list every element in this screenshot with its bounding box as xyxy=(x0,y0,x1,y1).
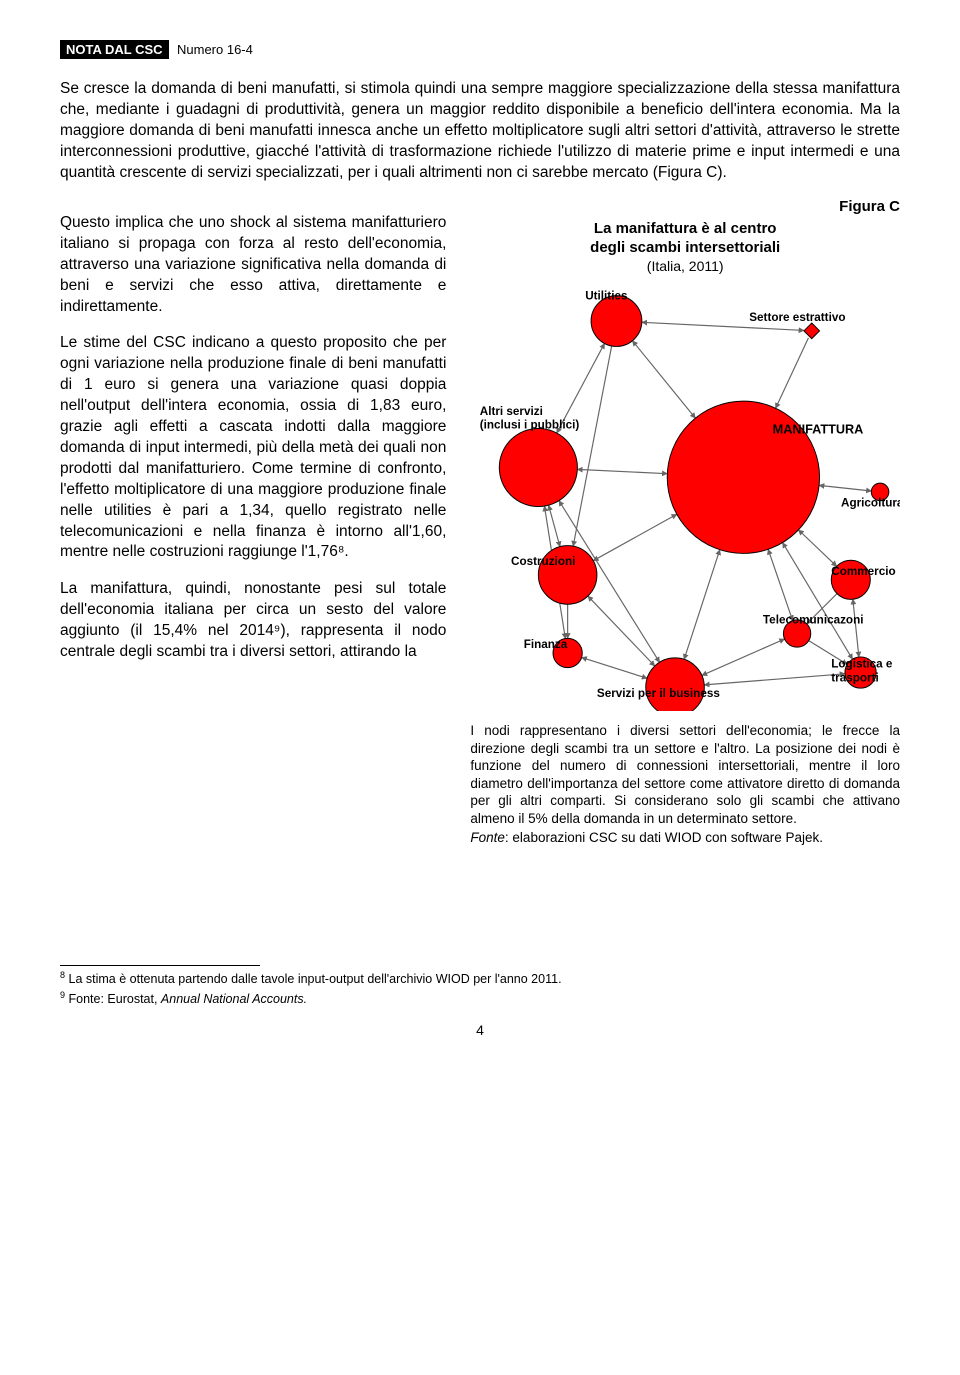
network-diagram: Utilities Settore estrattivo Altri servizi… xyxy=(470,282,900,717)
page-number: 4 xyxy=(60,1022,900,1038)
footnote-9-text-a: Fonte: Eurostat, xyxy=(69,992,161,1006)
header-tag: NOTA DAL CSC xyxy=(60,40,169,59)
footnote-8: 8 La stima è ottenuta partendo dalle tav… xyxy=(60,970,880,986)
svg-text:Logistica e: Logistica e xyxy=(832,657,894,670)
svg-text:Altri servizi: Altri servizi xyxy=(480,404,543,417)
left-paragraph-3: La manifattura, quindi, nonostante pesi … xyxy=(60,579,446,663)
figure-source-text: : elaborazioni CSC su dati WIOD con soft… xyxy=(505,830,823,845)
figure-subtitle: (Italia, 2011) xyxy=(470,258,900,274)
left-paragraph-1: Questo implica che uno shock al sistema … xyxy=(60,213,446,318)
svg-text:Servizi per il business: Servizi per il business xyxy=(597,687,720,700)
svg-text:trasporti: trasporti xyxy=(832,671,879,684)
document-header: NOTA DAL CSC Numero 16-4 xyxy=(60,40,900,59)
svg-text:Commercio: Commercio xyxy=(832,565,896,578)
header-number: Numero 16-4 xyxy=(177,42,253,57)
figure-title-line1: La manifattura è al centro xyxy=(470,219,900,239)
left-paragraph-2: Le stime del CSC indicano a questo propo… xyxy=(60,333,446,563)
svg-text:Settore estrattivo: Settore estrattivo xyxy=(750,311,846,324)
footnote-9-text-b: Annual National Accounts. xyxy=(161,992,307,1006)
figure-label: Figura C xyxy=(470,198,900,215)
footnote-9: 9 Fonte: Eurostat, Annual National Accou… xyxy=(60,990,880,1006)
svg-text:Costruzioni: Costruzioni xyxy=(511,555,575,568)
svg-text:MANIFATTURA: MANIFATTURA xyxy=(773,422,864,436)
figure-source-label: Fonte xyxy=(470,830,505,845)
svg-text:Finanza: Finanza xyxy=(524,638,568,651)
intro-paragraph: Se cresce la domanda di beni manufatti, … xyxy=(60,79,900,184)
figure-title-line2: degli scambi intersettoriali xyxy=(470,238,900,258)
svg-text:(inclusi i pubblici): (inclusi i pubblici) xyxy=(480,418,580,431)
figure-source: Fonte: elaborazioni CSC su dati WIOD con… xyxy=(470,830,900,845)
footnote-rule xyxy=(60,965,260,966)
svg-text:Telecomunicazoni: Telecomunicazoni xyxy=(763,613,864,626)
footnote-8-text: La stima è ottenuta partendo dalle tavol… xyxy=(69,972,562,986)
svg-text:Agricoltura: Agricoltura xyxy=(841,496,900,509)
svg-text:Utilities: Utilities xyxy=(586,289,629,302)
figure-caption: I nodi rappresentano i diversi settori d… xyxy=(470,722,900,827)
